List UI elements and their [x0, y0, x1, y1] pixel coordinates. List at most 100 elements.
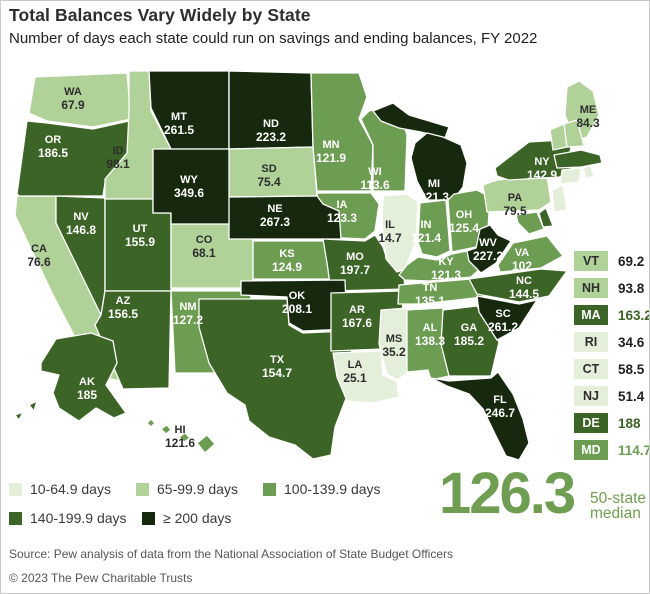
state-value-label-MS: 35.2 [382, 345, 406, 359]
state-value-label-SC: 261.2 [488, 320, 518, 334]
state-abbr-label-SC: SC [495, 308, 510, 320]
state-shape-GA [440, 305, 500, 377]
state-shape-WV [466, 224, 512, 274]
state-abbr-label-GA: GA [461, 322, 478, 334]
state-value-label-TN: 135.1 [415, 294, 445, 308]
state-value-label-IN: 121.4 [411, 231, 441, 245]
small-state-value-MD: 114.7 [618, 442, 650, 458]
small-state-value-MA: 163.2 [618, 307, 650, 323]
state-value-label-GA: 185.2 [454, 334, 484, 348]
state-abbr-label-MI: MI [428, 178, 440, 190]
small-state-row-VT: VT 69.2 [574, 251, 644, 271]
state-value-label-CA: 76.6 [27, 255, 51, 269]
state-abbr-label-SD: SD [261, 163, 276, 175]
state-value-label-NY: 142.9 [527, 168, 557, 182]
state-shape-VA [497, 235, 564, 273]
median-caption-line1: 50-state [590, 490, 647, 507]
state-shape-AL [406, 307, 450, 381]
legend-swatch-icon [9, 482, 22, 496]
state-shape-OK [240, 279, 348, 332]
small-state-row-DE: DE 188 [574, 413, 641, 433]
state-abbr-label-KS: KS [279, 248, 294, 260]
state-abbr-label-TX: TX [270, 354, 285, 366]
state-abbr-label-IN: IN [421, 219, 432, 231]
state-abbr-label-AR: AR [349, 304, 365, 316]
chart-title: Total Balances Vary Widely by State [9, 5, 311, 25]
legend-label: 140-199.9 days [30, 510, 127, 526]
small-state-value-RI: 34.6 [618, 334, 645, 350]
state-abbr-label-NE: NE [267, 203, 282, 215]
state-abbr-label-WY: WY [180, 174, 198, 186]
state-abbr-label-ME: ME [580, 104, 597, 116]
state-abbr-label-NY: NY [534, 156, 550, 168]
state-abbr-label-KY: KY [438, 256, 454, 268]
small-state-value-CT: 58.5 [618, 361, 645, 377]
small-state-row-RI: RI 34.6 [574, 332, 644, 352]
legend-item: 10-64.9 days [9, 481, 136, 497]
state-abbr-label-MT: MT [171, 111, 187, 123]
state-value-label-MI: 221.3 [419, 190, 449, 204]
state-value-label-ID: 98.1 [106, 157, 130, 171]
source-note: Source: Pew analysis of data from the Na… [9, 547, 454, 561]
state-value-label-ND: 223.2 [256, 130, 286, 144]
legend-item: 100-139.9 days [263, 481, 390, 497]
state-value-label-WI: 113.6 [360, 178, 390, 192]
state-shape-MS [378, 307, 410, 381]
state-abbr-label-CA: CA [31, 243, 47, 255]
state-value-label-AR: 167.6 [342, 316, 372, 330]
state-shape-RI [582, 165, 595, 179]
state-shape-HI [196, 434, 216, 454]
state-value-label-TX: 154.7 [262, 366, 292, 380]
state-abbr-label-HI: HI [175, 424, 186, 436]
state-abbr-label-OK: OK [289, 290, 306, 302]
state-abbr-label-NC: NC [516, 275, 532, 287]
state-value-label-OK: 208.1 [282, 302, 312, 316]
small-state-abbr-DE: DE [574, 413, 608, 433]
legend-row-2: 140-199.9 days ≥ 200 days [9, 510, 269, 526]
state-abbr-label-VA: VA [515, 247, 530, 259]
legend-item: 140-199.9 days [9, 510, 142, 526]
state-shape-NE [228, 195, 342, 240]
state-shape-CT [559, 167, 582, 185]
copyright: © 2023 The Pew Charitable Trusts [9, 571, 193, 585]
legend-row-1: 10-64.9 days 65-99.9 days 100-139.9 days [9, 481, 390, 497]
state-shape-SC [476, 295, 538, 341]
state-value-label-OR: 186.5 [38, 146, 68, 160]
state-shape-AK [28, 400, 38, 412]
median-value: 126.3 [439, 461, 576, 526]
state-shape-HI [160, 424, 172, 435]
legend-swatch-icon [263, 482, 276, 496]
state-abbr-label-OR: OR [45, 134, 62, 146]
state-shape-AK [40, 332, 127, 422]
state-value-label-SD: 75.4 [257, 175, 281, 189]
state-abbr-label-AZ: AZ [116, 295, 131, 307]
state-value-label-MT: 261.5 [164, 123, 194, 137]
chart-subtitle: Number of days each state could run on s… [9, 30, 538, 47]
state-value-label-LA: 25.1 [343, 371, 367, 385]
state-value-label-WV: 227.2 [473, 249, 503, 263]
state-shape-NC [468, 268, 568, 303]
state-value-label-IL: 14.7 [378, 231, 402, 245]
state-value-label-IA: 123.3 [327, 211, 357, 225]
state-abbr-label-IL: IL [385, 219, 395, 231]
state-value-label-NM: 127.2 [173, 313, 203, 327]
state-abbr-label-MO: MO [346, 251, 364, 263]
state-shape-MD [515, 211, 545, 235]
state-shape-NH [563, 119, 585, 148]
state-abbr-label-OH: OH [456, 209, 473, 221]
state-shape-FL [430, 371, 530, 461]
small-state-row-CT: CT 58.5 [574, 359, 644, 379]
state-abbr-label-TN: TN [423, 282, 438, 294]
legend-label: 65-99.9 days [157, 481, 238, 497]
state-value-label-PA: 79.5 [503, 204, 527, 218]
state-shape-MI [410, 132, 468, 201]
small-state-abbr-RI: RI [574, 332, 608, 352]
state-abbr-label-ND: ND [263, 118, 279, 130]
state-value-label-OH: 125.4 [449, 221, 479, 235]
state-value-label-KS: 124.9 [272, 260, 302, 274]
small-state-row-NJ: NJ 51.4 [574, 386, 644, 406]
state-shape-WI [360, 106, 408, 192]
state-abbr-label-FL: FL [493, 394, 507, 406]
state-shape-MA [553, 149, 603, 169]
